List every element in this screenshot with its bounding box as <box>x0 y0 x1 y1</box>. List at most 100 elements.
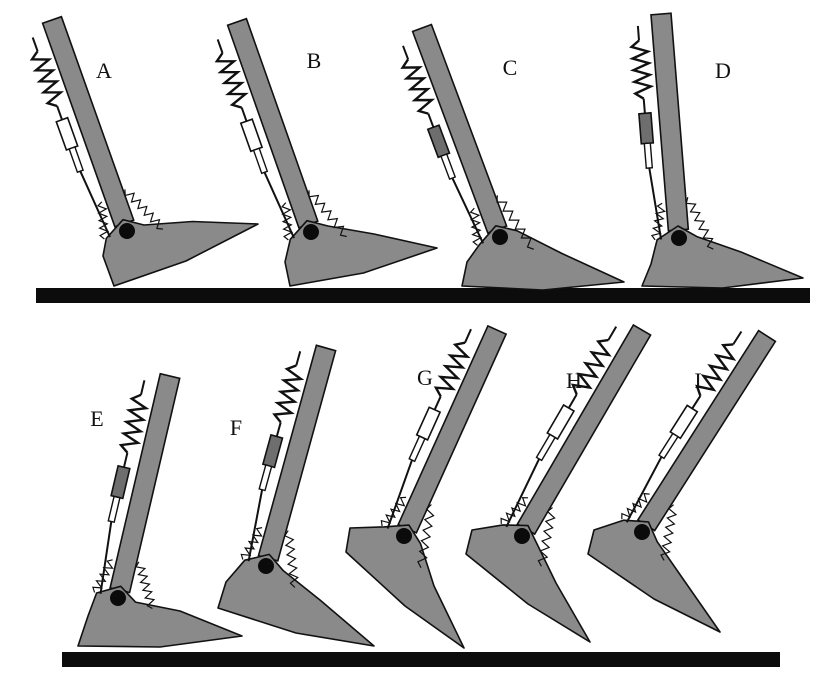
series-spring <box>570 338 612 395</box>
damper-rod <box>643 142 654 169</box>
spring-link <box>56 105 63 121</box>
ankle-joint-icon <box>303 224 319 240</box>
damper-rod <box>440 153 457 181</box>
damper-cylinder <box>426 124 451 159</box>
panel-h: H <box>465 323 652 643</box>
panel-g: G <box>345 324 508 649</box>
ankle-joint-icon <box>671 230 687 246</box>
spring-link <box>642 98 646 114</box>
ankle-joint-icon <box>110 590 126 606</box>
tendon-cable <box>607 326 618 341</box>
damper-cylinder <box>415 406 442 441</box>
damper-cylinder <box>669 404 699 440</box>
damper-rod <box>408 435 426 463</box>
tendon-cable <box>402 45 410 60</box>
ankle-joint-icon <box>119 223 135 239</box>
heel-link <box>451 177 485 244</box>
series-spring <box>272 364 305 424</box>
damper-cylinder <box>110 464 131 500</box>
tendon-cable <box>636 25 640 41</box>
series-spring <box>29 50 65 108</box>
series-spring <box>628 39 655 100</box>
damper-rod <box>658 432 679 460</box>
foot-plate <box>587 519 721 633</box>
anterior-spring <box>124 189 163 230</box>
damper-cylinder <box>55 116 79 152</box>
damper-cylinder <box>638 111 655 145</box>
posterior-spring <box>469 207 483 246</box>
heel-link <box>648 167 663 240</box>
heel-link <box>386 459 413 529</box>
foot-plate <box>217 553 375 647</box>
panel-e: E <box>77 372 243 648</box>
panel-label-e: E <box>90 406 103 431</box>
spring-link <box>275 422 282 437</box>
heel-link <box>79 170 111 238</box>
tendon-cable <box>140 380 146 396</box>
panel-a: A <box>29 15 259 287</box>
ground-bar-top <box>36 288 810 303</box>
foot-plate <box>465 524 591 643</box>
spring-link <box>567 393 578 409</box>
panel-label-c: C <box>503 55 518 80</box>
posterior-spring <box>92 559 114 593</box>
damper-rod <box>535 433 557 462</box>
damper-rod <box>107 495 121 524</box>
tendon-cable <box>464 328 472 344</box>
ankle-joint-icon <box>492 229 508 245</box>
panel-b: B <box>214 17 438 287</box>
ankle-joint-icon <box>514 528 530 544</box>
damper-rod <box>252 147 269 175</box>
series-spring <box>214 52 249 109</box>
tendon-cable <box>216 39 224 54</box>
damper-rod <box>68 146 84 174</box>
anterior-spring <box>496 195 535 250</box>
anterior-spring <box>135 561 156 610</box>
damper-cylinder <box>261 433 284 469</box>
panel-label-a: A <box>96 58 112 83</box>
panel-d: D <box>628 12 804 289</box>
posterior-spring <box>240 527 263 560</box>
heel-link <box>247 489 264 562</box>
spring-link <box>691 395 702 410</box>
posterior-spring <box>621 492 650 520</box>
tendon-cable <box>732 330 743 345</box>
heel-link <box>263 171 295 239</box>
damper-rod <box>258 464 273 492</box>
posterior-spring <box>380 496 407 527</box>
anterior-spring <box>685 197 714 250</box>
anterior-spring <box>537 507 556 567</box>
panel-label-d: D <box>715 58 731 83</box>
panel-f: F <box>217 344 375 647</box>
foot-plate <box>284 219 438 287</box>
damper-cylinder <box>546 403 576 441</box>
ankle-joint-icon <box>258 558 274 574</box>
panel-label-f: F <box>230 415 242 440</box>
anterior-spring <box>283 530 299 588</box>
foot-plate <box>102 218 259 287</box>
panel-i: I <box>587 329 777 633</box>
spring-link <box>123 452 129 468</box>
panel-label-g: G <box>417 365 433 390</box>
panel-c: C <box>400 23 625 291</box>
series-spring <box>695 343 737 397</box>
series-spring <box>400 58 436 115</box>
series-spring <box>433 341 471 397</box>
tendon-cable <box>31 37 39 52</box>
spring-link <box>427 113 435 128</box>
spring-link <box>433 395 442 411</box>
ankle-joint-icon <box>396 528 412 544</box>
posterior-spring <box>650 202 667 241</box>
tendon-cable <box>295 351 302 366</box>
ground-bar-bottom <box>62 652 780 667</box>
damper-cylinder <box>239 118 264 153</box>
posterior-spring <box>500 496 529 524</box>
heel-link <box>99 521 113 595</box>
series-spring <box>118 393 150 454</box>
anterior-spring <box>660 504 678 561</box>
ankle-joint-icon <box>634 524 650 540</box>
foot-plate <box>345 524 465 649</box>
panel-label-i: I <box>694 368 701 393</box>
anterior-spring <box>308 190 347 238</box>
